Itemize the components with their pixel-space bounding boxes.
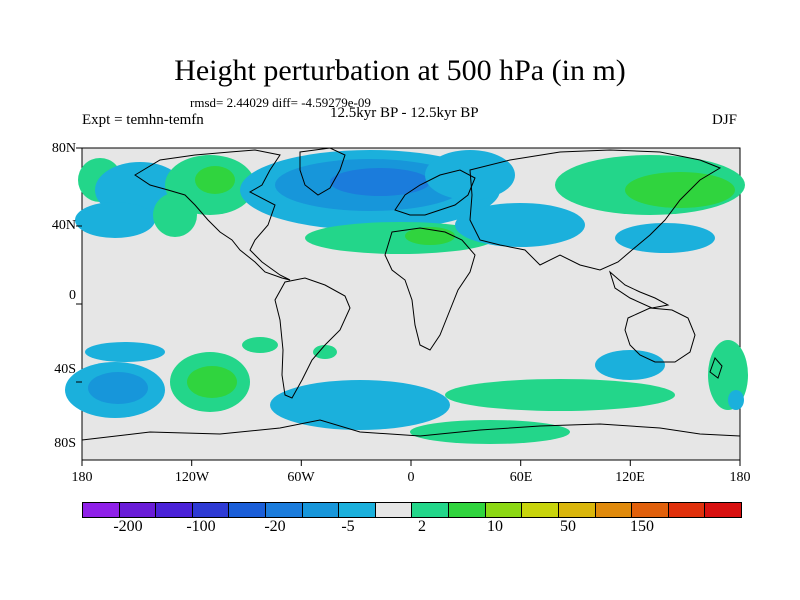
colorbar-swatch xyxy=(83,503,120,517)
colorbar-swatch xyxy=(449,503,486,517)
anomaly-blue-spac-east xyxy=(728,390,744,410)
north-america-outline xyxy=(134,149,291,281)
colorbar-swatch xyxy=(156,503,193,517)
anomaly-blue-spac-west-core xyxy=(88,372,148,404)
colorbar-swatch xyxy=(558,503,596,517)
page-title: Height perturbation at 500 hPa (in m) xyxy=(174,54,626,87)
australia-outline xyxy=(624,307,696,363)
anomaly-green-southern-ocean xyxy=(445,379,675,411)
lat-label-40n: 40N xyxy=(51,218,76,233)
colorbar-swatch xyxy=(266,503,303,517)
colorbar-label: -5 xyxy=(341,518,355,535)
south-america-outline xyxy=(274,277,351,399)
colorbar-label: -200 xyxy=(113,518,143,535)
anomaly-green-antarctic-edge xyxy=(410,420,570,444)
colorbar-label: -100 xyxy=(186,518,216,535)
southeast-asia-outline xyxy=(608,270,670,309)
colorbar-swatch xyxy=(595,503,633,517)
colorbar-swatch xyxy=(229,503,267,517)
colorbar-label: 2 xyxy=(418,518,426,535)
stats-text: rmsd= 2.44029 diff= -4.59279e-09 xyxy=(190,95,371,110)
anomaly-blue-australia-south xyxy=(595,350,665,380)
season-label: DJF xyxy=(712,112,738,128)
colorbar-swatch xyxy=(192,503,230,517)
colorbar xyxy=(82,502,742,518)
anomaly-green-siberia-core xyxy=(625,172,735,208)
axis-ticks xyxy=(76,147,741,466)
anomaly-blue-asia xyxy=(455,203,585,247)
anomaly-blue-npac xyxy=(75,202,155,238)
lon-label-120e: 120E xyxy=(615,470,645,485)
colorbar-swatch xyxy=(705,503,741,517)
colorbar-swatch xyxy=(485,503,523,517)
lon-label-60w: 60W xyxy=(287,470,315,485)
colorbar-label: -20 xyxy=(264,518,286,535)
colorbar-swatch xyxy=(522,503,559,517)
asia-outline xyxy=(469,149,722,271)
lat-label-eq: 0 xyxy=(69,288,76,303)
anomaly-green-spac-core xyxy=(187,366,237,398)
colorbar-label: 150 xyxy=(630,518,654,535)
lon-label-0: 0 xyxy=(407,470,415,485)
anomaly-blue-satl xyxy=(270,380,450,430)
experiment-label: Expt = temhn-temfn xyxy=(82,112,204,128)
anomaly-green-npac-east xyxy=(153,193,197,237)
colorbar-swatch xyxy=(632,503,669,517)
colorbar-label: 50 xyxy=(560,518,576,535)
lat-label-80n: 80N xyxy=(51,141,76,156)
colorbar-swatch xyxy=(412,503,450,517)
anomaly-green-canada-core xyxy=(195,166,235,194)
lat-label-80s: 80S xyxy=(54,436,76,451)
anomaly-green-argentina xyxy=(313,345,337,359)
colorbar-swatch xyxy=(119,503,157,517)
lon-label-120w: 120W xyxy=(174,470,210,485)
lat-label-40s: 40S xyxy=(54,362,76,377)
new-zealand-outline xyxy=(709,357,723,379)
colorbar-swatch xyxy=(339,503,376,517)
greenland-outline xyxy=(299,147,346,196)
lon-label-180w: 180 xyxy=(71,470,93,485)
antarctica-outline xyxy=(81,419,741,441)
period-label: 12.5kyr BP - 12.5kyr BP xyxy=(330,105,479,121)
lon-label-60e: 60E xyxy=(509,470,533,485)
coastlines xyxy=(81,147,741,441)
africa-outline xyxy=(384,227,476,351)
colorbar-label: 10 xyxy=(487,518,503,535)
anomaly-green-spac-small xyxy=(242,337,278,353)
anomaly-blue-natl-core xyxy=(330,168,430,196)
colorbar-swatch xyxy=(375,503,413,517)
colorbar-swatch xyxy=(302,503,340,517)
lon-label-180e: 180 xyxy=(729,470,751,485)
anomaly-blue-spac-north xyxy=(85,342,165,362)
anomaly-blue-east-asia xyxy=(615,223,715,253)
colorbar-swatch xyxy=(668,503,706,517)
